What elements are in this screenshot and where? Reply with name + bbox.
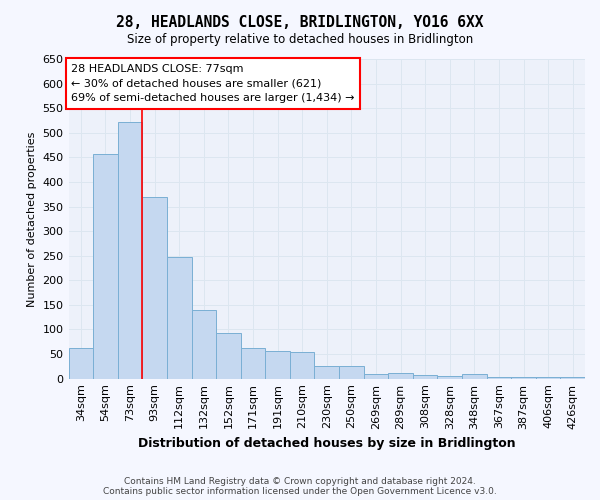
Bar (216, 333, 241, 378)
Bar (265, 350, 290, 378)
Bar (142, 196, 167, 378)
Bar (68, 348, 93, 378)
Bar (413, 375, 437, 378)
Text: 28, HEADLANDS CLOSE, BRIDLINGTON, YO16 6XX: 28, HEADLANDS CLOSE, BRIDLINGTON, YO16 6… (116, 15, 484, 30)
Bar (536, 377, 560, 378)
Bar (364, 374, 388, 378)
Bar (462, 374, 487, 378)
Bar (339, 366, 364, 378)
Bar (511, 376, 536, 378)
Bar (167, 256, 191, 378)
Bar (437, 376, 462, 378)
Text: Size of property relative to detached houses in Bridlington: Size of property relative to detached ho… (127, 32, 473, 46)
Bar (487, 377, 511, 378)
Text: 28 HEADLANDS CLOSE: 77sqm
← 30% of detached houses are smaller (621)
69% of semi: 28 HEADLANDS CLOSE: 77sqm ← 30% of detac… (71, 64, 355, 104)
Bar (388, 373, 413, 378)
Bar (191, 310, 216, 378)
X-axis label: Distribution of detached houses by size in Bridlington: Distribution of detached houses by size … (138, 437, 515, 450)
Bar (118, 122, 142, 378)
Bar (241, 348, 265, 378)
Text: Contains public sector information licensed under the Open Government Licence v3: Contains public sector information licen… (103, 487, 497, 496)
Bar (290, 352, 314, 378)
Y-axis label: Number of detached properties: Number of detached properties (27, 131, 37, 306)
Bar (93, 154, 118, 378)
Text: Contains HM Land Registry data © Crown copyright and database right 2024.: Contains HM Land Registry data © Crown c… (124, 477, 476, 486)
Bar (560, 377, 585, 378)
Bar (314, 366, 339, 378)
